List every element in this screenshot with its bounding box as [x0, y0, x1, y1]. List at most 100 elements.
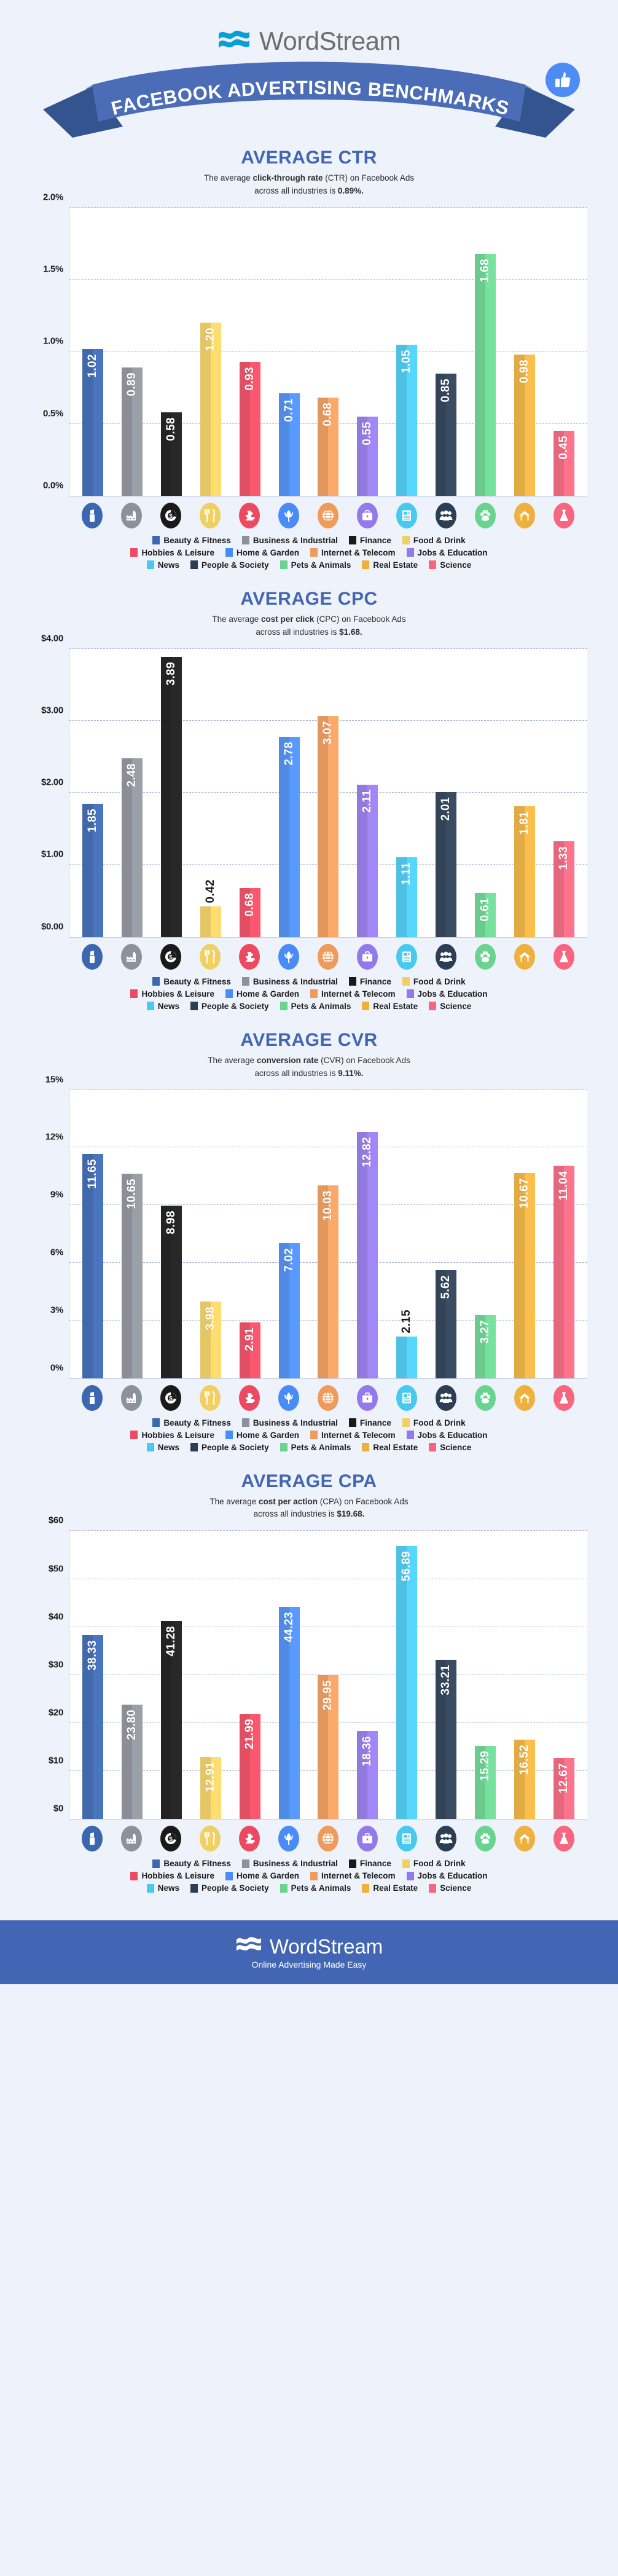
- bar-column[interactable]: 0.71: [270, 208, 309, 496]
- bar[interactable]: 7.02: [278, 1243, 300, 1378]
- bar-column[interactable]: 3.07: [309, 649, 348, 937]
- bar-column[interactable]: 2.91: [230, 1090, 270, 1378]
- bar-column[interactable]: 12.67: [544, 1531, 584, 1820]
- bar[interactable]: 2.15: [396, 1310, 418, 1378]
- bar[interactable]: 1.81: [514, 806, 536, 937]
- bar-column[interactable]: 2.11: [348, 649, 387, 937]
- bar[interactable]: 16.52: [514, 1740, 536, 1820]
- bar[interactable]: 1.20: [200, 323, 221, 496]
- bar-column[interactable]: 0.42: [191, 649, 230, 937]
- bar[interactable]: 3.27: [475, 1315, 496, 1378]
- bar[interactable]: 2.48: [121, 758, 143, 937]
- bar[interactable]: 38.33: [82, 1635, 103, 1820]
- bar-column[interactable]: 1.33: [544, 649, 584, 937]
- bar-column[interactable]: 0.98: [505, 208, 544, 496]
- bar[interactable]: 2.78: [278, 736, 300, 937]
- bar-column[interactable]: 16.52: [505, 1531, 544, 1820]
- bar-column[interactable]: 41.28: [152, 1531, 191, 1820]
- bar[interactable]: 23.80: [121, 1705, 143, 1820]
- bar[interactable]: 33.21: [436, 1659, 457, 1820]
- bar-column[interactable]: 1.02: [73, 208, 112, 496]
- bar-column[interactable]: 33.21: [426, 1531, 466, 1820]
- bar[interactable]: 0.98: [514, 355, 536, 496]
- bar-column[interactable]: 0.58: [152, 208, 191, 496]
- bar[interactable]: 0.93: [239, 361, 260, 496]
- bar[interactable]: 2.01: [436, 792, 457, 937]
- bar-column[interactable]: 29.95: [309, 1531, 348, 1820]
- bar[interactable]: 0.45: [553, 431, 575, 496]
- bar[interactable]: 2.91: [239, 1322, 260, 1378]
- bar[interactable]: 0.85: [436, 373, 457, 496]
- bar[interactable]: 8.98: [160, 1205, 182, 1378]
- bar[interactable]: 0.71: [278, 393, 300, 496]
- bar[interactable]: 3.07: [318, 715, 339, 937]
- bar[interactable]: 1.05: [396, 344, 418, 496]
- bar[interactable]: 0.58: [160, 412, 182, 496]
- bar-column[interactable]: 0.68: [230, 649, 270, 937]
- bar-column[interactable]: 2.78: [270, 649, 309, 937]
- bar-column[interactable]: 0.93: [230, 208, 270, 496]
- bar-column[interactable]: 1.11: [387, 649, 426, 937]
- bar-column[interactable]: 23.80: [112, 1531, 152, 1820]
- bar-column[interactable]: 15.29: [466, 1531, 505, 1820]
- bar-column[interactable]: 0.61: [466, 649, 505, 937]
- bar-column[interactable]: 7.02: [270, 1090, 309, 1378]
- bar[interactable]: 44.23: [278, 1606, 300, 1820]
- bar-column[interactable]: 1.20: [191, 208, 230, 496]
- bar-column[interactable]: 1.81: [505, 649, 544, 937]
- bar-column[interactable]: 56.89: [387, 1531, 426, 1820]
- bar[interactable]: 12.91: [200, 1757, 221, 1820]
- bar-column[interactable]: 21.99: [230, 1531, 270, 1820]
- bar-column[interactable]: 3.98: [191, 1090, 230, 1378]
- bar-column[interactable]: 10.67: [505, 1090, 544, 1378]
- bar-column[interactable]: 5.62: [426, 1090, 466, 1378]
- bar-column[interactable]: 0.89: [112, 208, 152, 496]
- bar[interactable]: 11.04: [553, 1166, 575, 1378]
- bar-column[interactable]: 2.15: [387, 1090, 426, 1378]
- bar[interactable]: 0.68: [239, 887, 260, 937]
- bar[interactable]: 10.03: [318, 1185, 339, 1378]
- bar[interactable]: 56.89: [396, 1545, 418, 1820]
- bar-column[interactable]: 2.01: [426, 649, 466, 937]
- bar-column[interactable]: 11.65: [73, 1090, 112, 1378]
- bar-column[interactable]: 0.85: [426, 208, 466, 496]
- bar-column[interactable]: 11.04: [544, 1090, 584, 1378]
- bar-column[interactable]: 3.89: [152, 649, 191, 937]
- bar[interactable]: 1.11: [396, 857, 418, 937]
- bar[interactable]: 1.85: [82, 803, 103, 937]
- bar-column[interactable]: 1.68: [466, 208, 505, 496]
- bar[interactable]: 2.11: [357, 785, 378, 937]
- bar-column[interactable]: 10.03: [309, 1090, 348, 1378]
- bar[interactable]: 3.98: [200, 1302, 221, 1378]
- bar-column[interactable]: 1.85: [73, 649, 112, 937]
- bar[interactable]: 41.28: [160, 1620, 182, 1820]
- bar[interactable]: 0.89: [121, 367, 143, 496]
- bar[interactable]: 3.89: [160, 656, 182, 937]
- bar[interactable]: 11.65: [82, 1154, 103, 1378]
- bar-column[interactable]: 8.98: [152, 1090, 191, 1378]
- bar-column[interactable]: 3.27: [466, 1090, 505, 1378]
- bar-column[interactable]: 0.55: [348, 208, 387, 496]
- bar[interactable]: 10.67: [514, 1172, 536, 1378]
- bar[interactable]: 0.68: [318, 398, 339, 496]
- bar[interactable]: 12.82: [357, 1131, 378, 1378]
- bar[interactable]: 1.33: [553, 841, 575, 937]
- bar[interactable]: 0.42: [200, 879, 221, 937]
- bar-column[interactable]: 10.65: [112, 1090, 152, 1378]
- bar[interactable]: 0.55: [357, 416, 378, 496]
- bar[interactable]: 18.36: [357, 1730, 378, 1820]
- bar-column[interactable]: 44.23: [270, 1531, 309, 1820]
- bar[interactable]: 10.65: [121, 1173, 143, 1378]
- bar[interactable]: 5.62: [436, 1270, 457, 1378]
- bar[interactable]: 15.29: [475, 1745, 496, 1820]
- bar[interactable]: 12.67: [553, 1758, 575, 1820]
- bar-column[interactable]: 12.82: [348, 1090, 387, 1378]
- bar-column[interactable]: 1.05: [387, 208, 426, 496]
- bar[interactable]: 1.68: [475, 253, 496, 496]
- bar-column[interactable]: 0.45: [544, 208, 584, 496]
- bar-column[interactable]: 0.68: [309, 208, 348, 496]
- bar[interactable]: 29.95: [318, 1675, 339, 1820]
- bar[interactable]: 0.61: [475, 893, 496, 937]
- bar[interactable]: 21.99: [239, 1713, 260, 1820]
- bar-column[interactable]: 12.91: [191, 1531, 230, 1820]
